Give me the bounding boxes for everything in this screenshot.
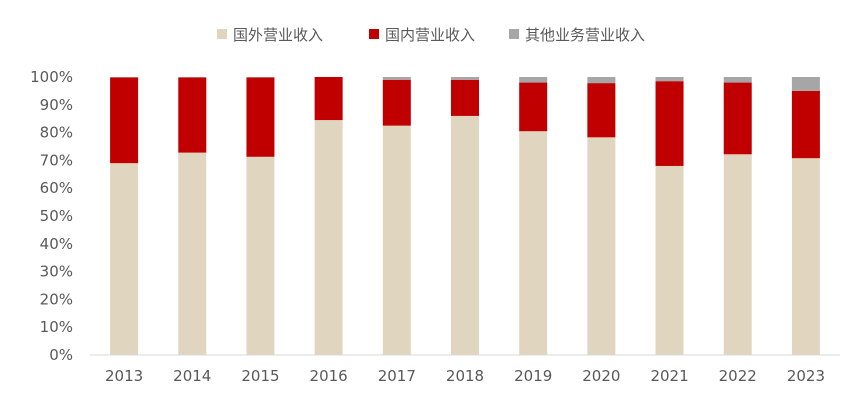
y-tick-label: 70% [40,151,73,169]
bar-segment-2014-series-1 [178,152,207,355]
bar-segment-2022-series-3 [723,77,752,83]
y-tick-label: 10% [40,318,73,336]
legend-label-series-3: 其他业务营业收入 [525,26,645,44]
bar-segment-2020-series-2 [587,83,616,138]
x-axis: 2013 2014 2015 2016 2017 2018 2019 2020 2021 2022… [90,354,840,385]
y-tick-label: 90% [40,96,73,114]
bar-segment-2014-series-2 [178,77,207,153]
y-tick-label: 50% [40,207,73,225]
bar-segment-2018-series-3 [451,77,479,80]
y-tick-label: 30% [40,263,73,281]
y-tick-label: 60% [40,179,73,197]
x-tick-label: 2022 [719,367,757,385]
x-tick-label: 2015 [241,367,279,385]
bar-segment-2016-series-2 [314,77,343,121]
bar-segment-2021-series-3 [655,77,684,82]
legend-label-series-2: 国内营业收入 [385,26,475,44]
x-tick-label: 2014 [173,367,211,385]
bar-segment-2021-series-1 [655,165,684,355]
x-tick-label: 2017 [378,367,416,385]
x-tick-label: 2021 [650,367,688,385]
bar-segment-2013-series-2 [110,77,139,164]
bar-segment-2023-series-3 [791,77,820,91]
bar-segment-2020-series-3 [587,77,616,84]
legend-swatch-series-2 [369,29,379,39]
bar-segment-2017-series-3 [382,77,411,80]
bar-segment-2017-series-2 [382,79,411,126]
bar-segment-2019-series-1 [519,131,548,355]
bar-segment-2015-series-3 [246,77,275,78]
x-tick-label: 2013 [105,367,143,385]
x-tick-label: 2020 [582,367,620,385]
bar-segment-2022-series-1 [723,154,752,355]
legend: 国外营业收入 国内营业收入 其他业务营业收入 [217,26,645,44]
bar-segment-2019-series-3 [519,77,548,83]
x-tick-label: 2023 [787,367,825,385]
y-tick-label: 40% [40,235,73,253]
legend-swatch-series-3 [509,29,519,39]
bar-segment-2015-series-2 [246,77,275,157]
bar-segment-2022-series-2 [723,82,752,155]
y-tick-label: 20% [40,290,73,308]
bar-segment-2018-series-1 [451,115,479,355]
bar-segment-2014-series-3 [178,77,207,78]
bars [110,77,820,356]
bar-segment-2020-series-1 [587,137,616,355]
y-axis: 0% 10% 20% 30% 40% 50% 60% 70% 80% 90% 100% [30,68,73,364]
bar-segment-2015-series-1 [246,156,275,355]
bar-segment-2013-series-3 [110,77,139,78]
x-tick-label: 2019 [514,367,552,385]
bar-segment-2017-series-1 [382,125,411,356]
bar-segment-2016-series-1 [314,120,343,355]
bar-segment-2018-series-2 [451,79,479,116]
bar-segment-2013-series-1 [110,163,139,355]
legend-label-series-1: 国外营业收入 [233,26,323,44]
x-tick-label: 2018 [446,367,484,385]
y-tick-label: 80% [40,124,73,142]
y-tick-label: 0% [49,346,73,364]
bar-segment-2021-series-2 [655,81,684,166]
legend-swatch-series-1 [217,29,227,39]
bar-segment-2023-series-2 [791,90,820,159]
bar-segment-2019-series-2 [519,82,548,132]
bar-segment-2023-series-1 [791,158,820,355]
y-tick-label: 100% [30,68,73,86]
x-tick-label: 2016 [310,367,348,385]
